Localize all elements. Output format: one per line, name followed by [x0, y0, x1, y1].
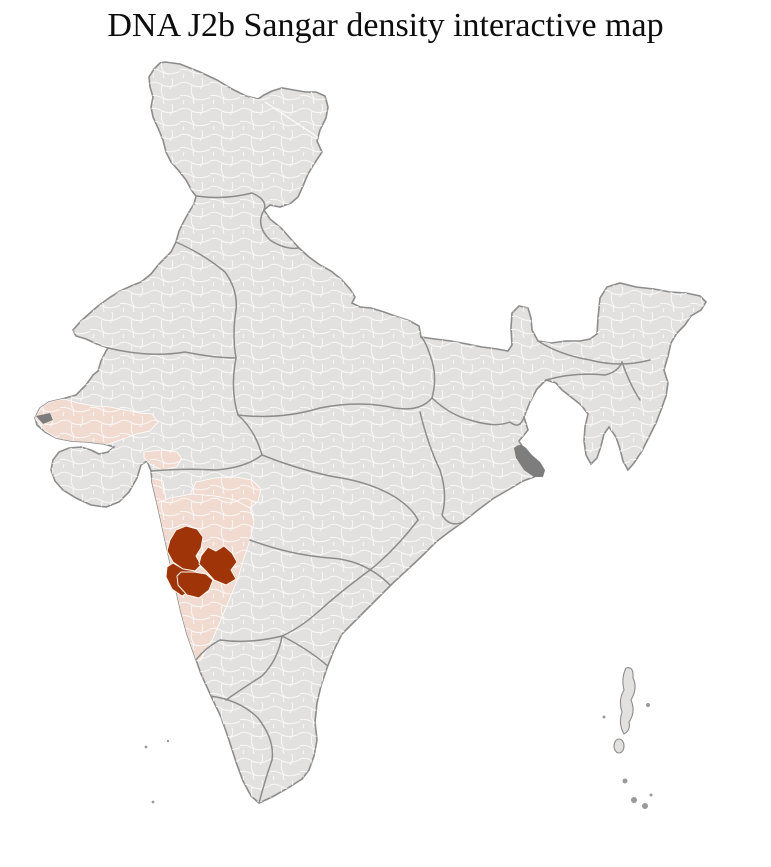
state-borders — [107, 192, 651, 803]
line-of-control — [264, 101, 326, 143]
district-high-4[interactable] — [176, 571, 214, 599]
district-high-1[interactable] — [166, 525, 204, 572]
page-title: DNA J2b Sangar density interactive map — [107, 7, 664, 44]
high-density-cluster[interactable] — [165, 525, 238, 599]
district-high-3[interactable] — [198, 545, 238, 586]
india-density-map[interactable] — [0, 52, 771, 867]
andaman-nicobar-islands — [602, 667, 653, 809]
map-container[interactable] — [0, 52, 771, 867]
district-borders-texture — [35, 62, 706, 803]
sundarbans-delta — [514, 445, 545, 477]
kutch-islet — [36, 413, 53, 424]
lakshadweep-islands — [144, 739, 170, 804]
